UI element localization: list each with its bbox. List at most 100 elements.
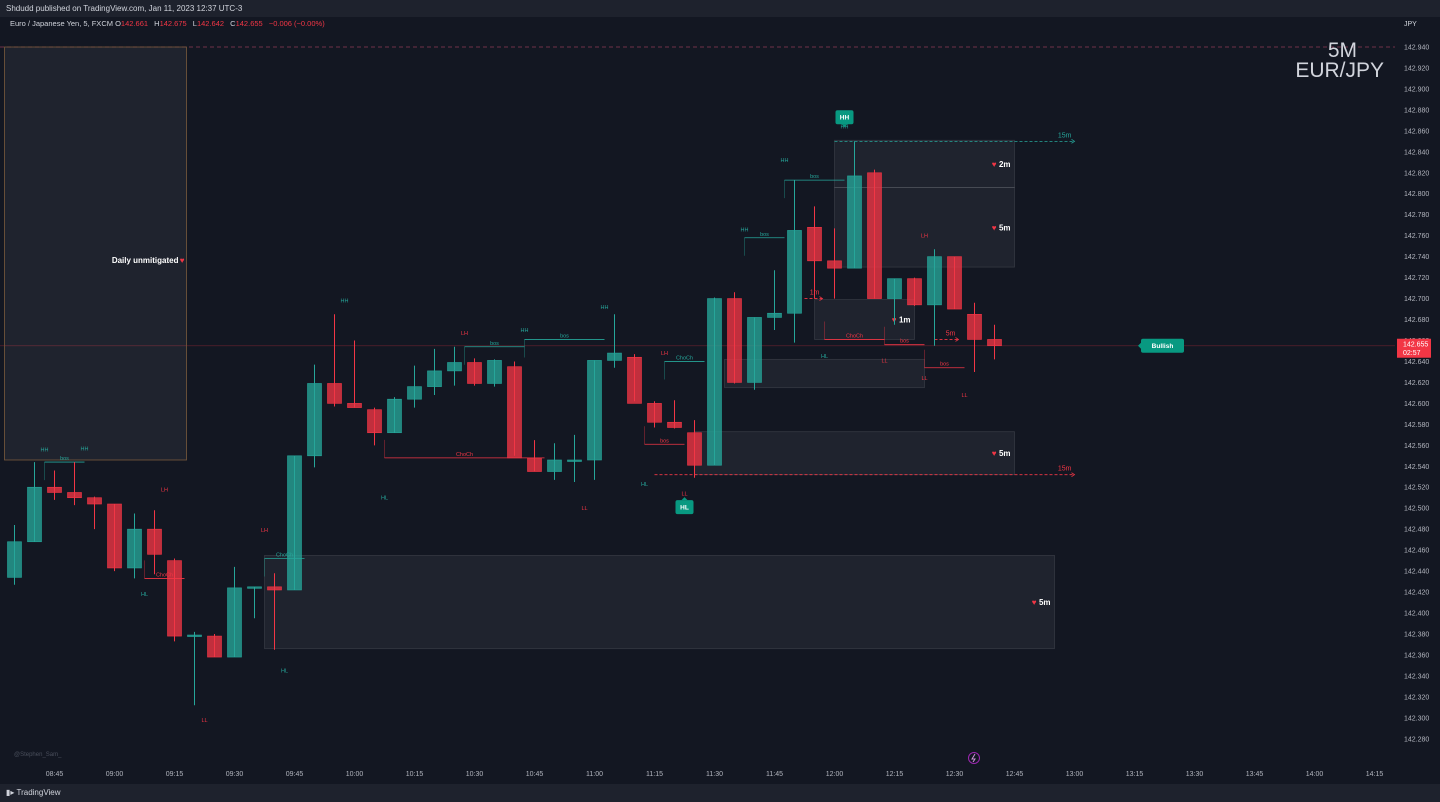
candle-body <box>627 356 642 404</box>
candle <box>107 503 122 572</box>
zone-box <box>694 431 1015 476</box>
price-tick-label: 142.800 <box>1404 191 1429 198</box>
candle-body <box>507 366 522 459</box>
candle <box>467 358 482 386</box>
zone-label: 5m <box>999 449 1011 458</box>
candle-body <box>87 497 102 505</box>
candle-body <box>847 175 862 269</box>
time-tick-label: 12:45 <box>1006 771 1024 778</box>
zone-label: Daily unmitigated <box>112 256 179 265</box>
swing-label: LL <box>681 492 687 498</box>
candle-body <box>907 278 922 306</box>
price-tick-label: 142.720 <box>1404 275 1429 282</box>
tradingview-logo-icon[interactable]: ▮▸ <box>6 788 15 797</box>
candle <box>367 407 382 446</box>
structure-label: bos <box>560 333 569 339</box>
candle <box>527 440 542 472</box>
candle-body <box>307 383 322 457</box>
swing-label: HH <box>41 448 49 454</box>
candle <box>87 496 102 530</box>
watermark-pair: EUR/JPY <box>1295 59 1384 82</box>
zone-box <box>834 139 1015 188</box>
candle <box>687 420 702 478</box>
swing-label: LL <box>581 506 587 512</box>
candle-body <box>147 528 162 555</box>
price-tick-label: 142.700 <box>1404 296 1429 303</box>
price-tick-label: 142.500 <box>1404 506 1429 513</box>
time-tick-label: 12:30 <box>946 771 964 778</box>
candle-body <box>887 278 902 299</box>
structure-label: ChoCh <box>846 333 863 339</box>
candle <box>647 401 662 428</box>
structure-label: bos <box>900 339 909 345</box>
swing-label: LL <box>201 718 207 724</box>
time-tick-label: 09:15 <box>166 771 184 778</box>
marker-badge <box>835 110 854 125</box>
candle <box>987 324 1002 360</box>
swing-label: HH <box>741 227 749 233</box>
zone-extension-label: 15m <box>1058 466 1072 473</box>
candle <box>887 278 902 325</box>
candle-body <box>27 486 42 543</box>
time-tick-label: 13:00 <box>1066 771 1084 778</box>
candle-body <box>967 313 982 340</box>
time-tick-label: 10:30 <box>466 771 484 778</box>
candle <box>447 346 462 386</box>
candle-body <box>107 503 122 569</box>
author-tag: @Stephen_Sam_ <box>14 752 62 758</box>
time-tick-label: 10:15 <box>406 771 424 778</box>
structure-label: bos <box>760 232 769 238</box>
time-tick-label: 14:00 <box>1306 771 1324 778</box>
zone-extension-label: 5m <box>946 330 956 337</box>
arrow-icon <box>955 337 960 342</box>
candle-body <box>687 432 702 466</box>
candle <box>147 510 162 575</box>
price-tick-label: 142.840 <box>1404 149 1429 156</box>
price-tick-label: 142.920 <box>1404 65 1429 72</box>
candle <box>507 361 522 459</box>
close-label: C <box>230 19 236 28</box>
structure-label: bos <box>660 438 669 444</box>
symbol-legend: Euro / Japanese Yen, 5, FXCM O142.661 H1… <box>10 19 329 29</box>
structure-label: bos <box>940 362 949 368</box>
candle <box>807 206 822 299</box>
flash-icon[interactable] <box>968 752 980 764</box>
candle-body <box>767 312 782 318</box>
price-chart[interactable]: Daily unmitigated♥2m♥5m♥1m♥5m♥5m♥ 15m15m… <box>0 17 1440 784</box>
candle-body <box>987 339 1002 347</box>
price-tick-label: 142.460 <box>1404 548 1429 555</box>
candle-body <box>67 492 82 499</box>
zone-box <box>264 554 1055 650</box>
time-tick-label: 13:15 <box>1126 771 1144 778</box>
swing-label: LH <box>661 351 668 357</box>
swing-label: HH <box>341 299 349 305</box>
price-tick-label: 142.400 <box>1404 611 1429 618</box>
candle-body <box>427 370 442 387</box>
time-tick-label: 11:15 <box>646 771 663 778</box>
time-tick-label: 10:00 <box>346 771 364 778</box>
open-label: O <box>115 19 121 28</box>
marker-pointer <box>681 497 688 501</box>
candle-body <box>287 455 302 591</box>
swing-label: LH <box>461 331 468 337</box>
time-tick-label: 13:30 <box>1186 771 1204 778</box>
zones-layer: Daily unmitigated♥2m♥5m♥1m♥5m♥5m♥ <box>4 46 1055 650</box>
time-tick-label: 09:30 <box>226 771 244 778</box>
price-tick-label: 142.520 <box>1404 485 1429 492</box>
candle <box>487 359 502 387</box>
candle <box>907 277 922 306</box>
candle <box>967 302 982 372</box>
marker-pointer <box>1138 342 1141 349</box>
candle <box>327 314 342 407</box>
watermark-timeframe: 5M <box>1328 39 1357 62</box>
marker-pointer <box>841 124 848 128</box>
candle <box>247 586 262 619</box>
candle <box>707 297 722 466</box>
publish-info-text: Shdudd published on TradingView.com, Jan… <box>6 4 243 13</box>
candle <box>227 566 242 658</box>
candle-body <box>7 541 22 578</box>
price-tick-label: 142.620 <box>1404 380 1429 387</box>
publish-info-bar: Shdudd published on TradingView.com, Jan… <box>0 0 1440 17</box>
marker-badge <box>1141 338 1184 353</box>
heart-icon: ♥ <box>992 223 997 232</box>
